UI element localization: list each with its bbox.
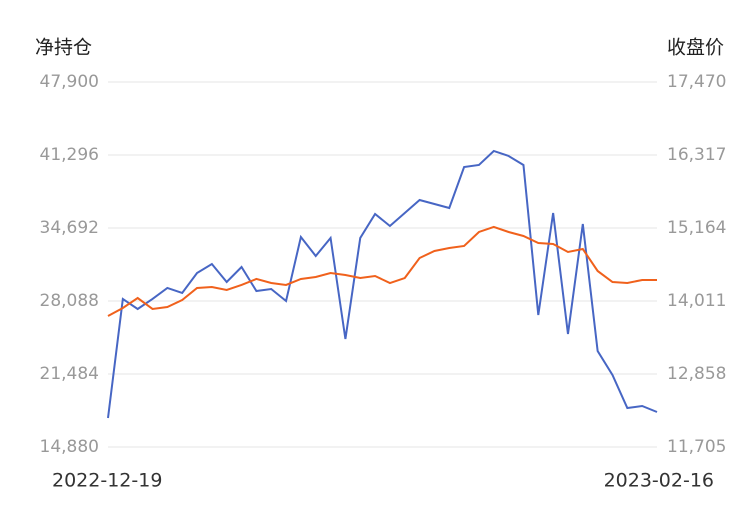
y2-tick-label: 17,470 <box>667 72 726 92</box>
y2-tick-label: 11,705 <box>667 437 726 457</box>
y2-tick-label: 15,164 <box>667 218 726 238</box>
y-tick-label: 47,900 <box>40 72 99 92</box>
y-tick-label: 41,296 <box>40 145 99 165</box>
series-line <box>107 225 657 317</box>
y2-axis-title: 收盘价 <box>667 37 724 59</box>
y2-tick-label: 14,011 <box>667 291 726 311</box>
y-tick-label: 34,692 <box>40 218 99 238</box>
y-tick-label: 28,088 <box>40 291 99 311</box>
y-tick-label: 21,484 <box>40 364 99 384</box>
y-tick-label: 14,880 <box>40 437 99 457</box>
y2-tick-label: 16,317 <box>667 145 726 165</box>
series-line <box>107 149 658 419</box>
x-tick-label: 2023-02-16 <box>604 470 714 492</box>
y2-tick-label: 12,858 <box>667 364 726 384</box>
x-tick-label: 2022-12-19 <box>52 470 162 492</box>
y-axis-title: 净持仓 <box>35 37 92 59</box>
